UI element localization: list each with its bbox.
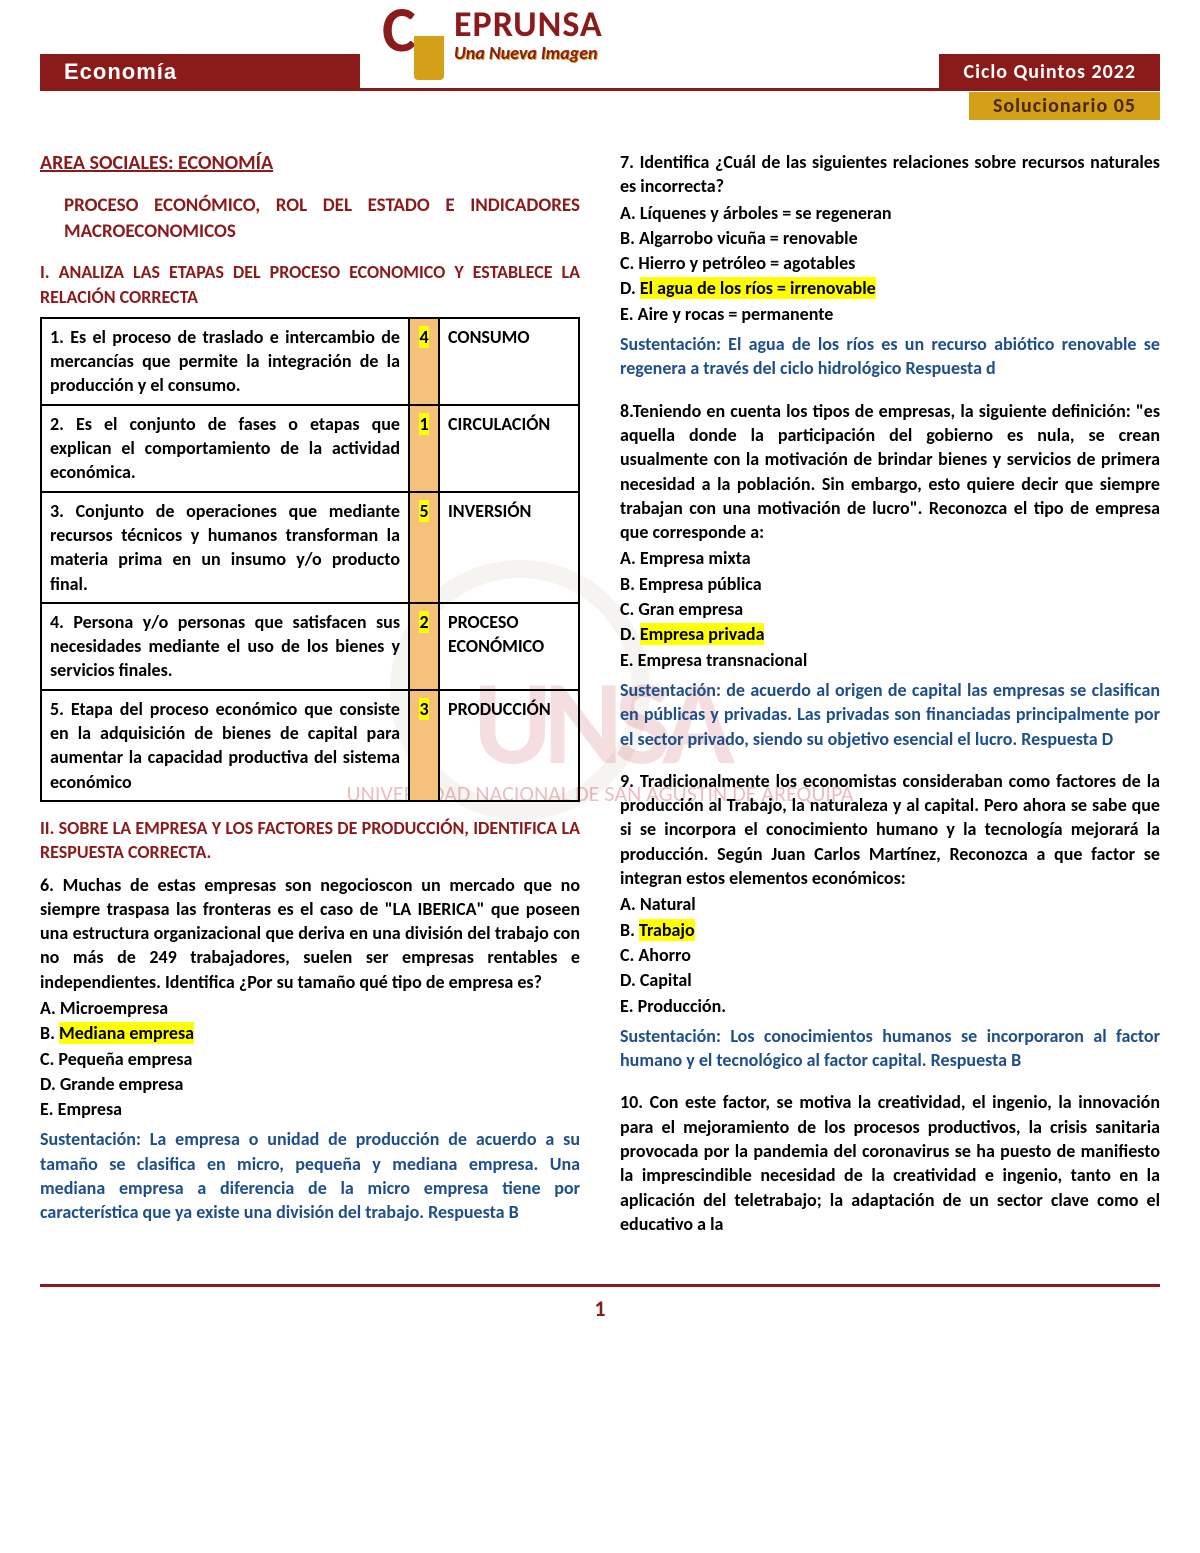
table-def: 3. Conjunto de operaciones que mediante … — [41, 492, 409, 603]
table-label: CIRCULACIÓN — [439, 405, 579, 492]
q8-opt-b: B. Empresa pública — [620, 572, 1160, 596]
question-8: 8.Teniendo en cuenta los tipos de empres… — [620, 399, 1160, 751]
left-column: AREA SOCIALES: ECONOMÍA PROCESO ECONÓMIC… — [40, 150, 580, 1254]
table-num: 4 — [409, 318, 439, 405]
q9-sustentacion: Sustentación: Los conocimientos humanos … — [620, 1024, 1160, 1073]
q7-opt-b: B. Algarrobo vicuña = renovable — [620, 226, 1160, 250]
q9-text: 9. Tradicionalmente los economistas cons… — [620, 769, 1160, 890]
question-7: 7. Identifica ¿Cuál de las siguientes re… — [620, 150, 1160, 381]
question-10: 10. Con este factor, se motiva la creati… — [620, 1090, 1160, 1236]
q8-opt-a: A. Empresa mixta — [620, 546, 1160, 570]
footer-rule — [40, 1284, 1160, 1287]
cycle-bar: Ciclo Quintos 2022 — [939, 54, 1160, 90]
q8-opt-e: E. Empresa transnacional — [620, 648, 1160, 672]
doc-subtitle: PROCESO ECONÓMICO, ROL DEL ESTADO E INDI… — [40, 193, 580, 244]
table-def: 2. Es el conjunto de fases o etapas que … — [41, 405, 409, 492]
page-number: 1 — [40, 1295, 1160, 1322]
table-def: 1. Es el proceso de traslado e intercamb… — [41, 318, 409, 405]
question-9: 9. Tradicionalmente los economistas cons… — [620, 769, 1160, 1073]
q9-opt-d: D. Capital — [620, 968, 1160, 992]
table-num: 5 — [409, 492, 439, 603]
q6-opt-a: A. Microempresa — [40, 996, 580, 1020]
q8-sustentacion: Sustentación: de acuerdo al origen de ca… — [620, 678, 1160, 751]
table-label: PRODUCCIÓN — [439, 690, 579, 801]
q9-opt-c: C. Ahorro — [620, 943, 1160, 967]
q6-opt-d: D. Grande empresa — [40, 1072, 580, 1096]
table-def: 4. Persona y/o personas que satisfacen s… — [41, 603, 409, 690]
table-def: 5. Etapa del proceso económico que consi… — [41, 690, 409, 801]
q7-opt-e: E. Aire y rocas = permanente — [620, 302, 1160, 326]
q6-sustentacion: Sustentación: La empresa o unidad de pro… — [40, 1127, 580, 1224]
table-label: PROCESO ECONÓMICO — [439, 603, 579, 690]
q6-text: 6. Muchas de estas empresas son negocios… — [40, 873, 580, 994]
q10-text: 10. Con este factor, se motiva la creati… — [620, 1090, 1160, 1236]
q8-opt-c: C. Gran empresa — [620, 597, 1160, 621]
question-6: 6. Muchas de estas empresas son negocios… — [40, 873, 580, 1225]
q7-opt-a: A. Líquenes y árboles = se regeneran — [620, 201, 1160, 225]
matching-table: 1. Es el proceso de traslado e intercamb… — [40, 317, 580, 802]
q9-opt-e: E. Producción. — [620, 994, 1160, 1018]
brand-title: EPRUNSA — [454, 6, 603, 42]
q6-opt-c: C. Pequeña empresa — [40, 1047, 580, 1071]
q6-opt-b: B. Mediana empresa — [40, 1021, 580, 1045]
right-column: 7. Identifica ¿Cuál de las siguientes re… — [620, 150, 1160, 1254]
subject-bar: Economía — [40, 54, 360, 90]
doc-bar: Solucionario 05 — [969, 92, 1160, 120]
q6-opt-e: E. Empresa — [40, 1097, 580, 1121]
q7-opt-d: D. El agua de los ríos = irrenovable — [620, 276, 1160, 300]
q9-opt-b: B. Trabajo — [620, 918, 1160, 942]
table-num: 1 — [409, 405, 439, 492]
area-title: AREA SOCIALES: ECONOMÍA — [40, 150, 580, 177]
page-header: C EPRUNSA Una Nueva Imagen Economía Cicl… — [40, 0, 1160, 100]
section-1-heading: I. ANALIZA LAS ETAPAS DEL PROCESO ECONOM… — [40, 260, 580, 309]
q7-sustentacion: Sustentación: El agua de los ríos es un … — [620, 332, 1160, 381]
table-label: INVERSIÓN — [439, 492, 579, 603]
q9-opt-a: A. Natural — [620, 892, 1160, 916]
table-num: 2 — [409, 603, 439, 690]
table-label: CONSUMO — [439, 318, 579, 405]
q7-opt-c: C. Hierro y petróleo = agotables — [620, 251, 1160, 275]
q8-opt-d: D. Empresa privada — [620, 622, 1160, 646]
section-2-heading: II. SOBRE LA EMPRESA Y LOS FACTORES DE P… — [40, 816, 580, 865]
table-num: 3 — [409, 690, 439, 801]
q7-text: 7. Identifica ¿Cuál de las siguientes re… — [620, 150, 1160, 199]
q8-text: 8.Teniendo en cuenta los tipos de empres… — [620, 399, 1160, 545]
